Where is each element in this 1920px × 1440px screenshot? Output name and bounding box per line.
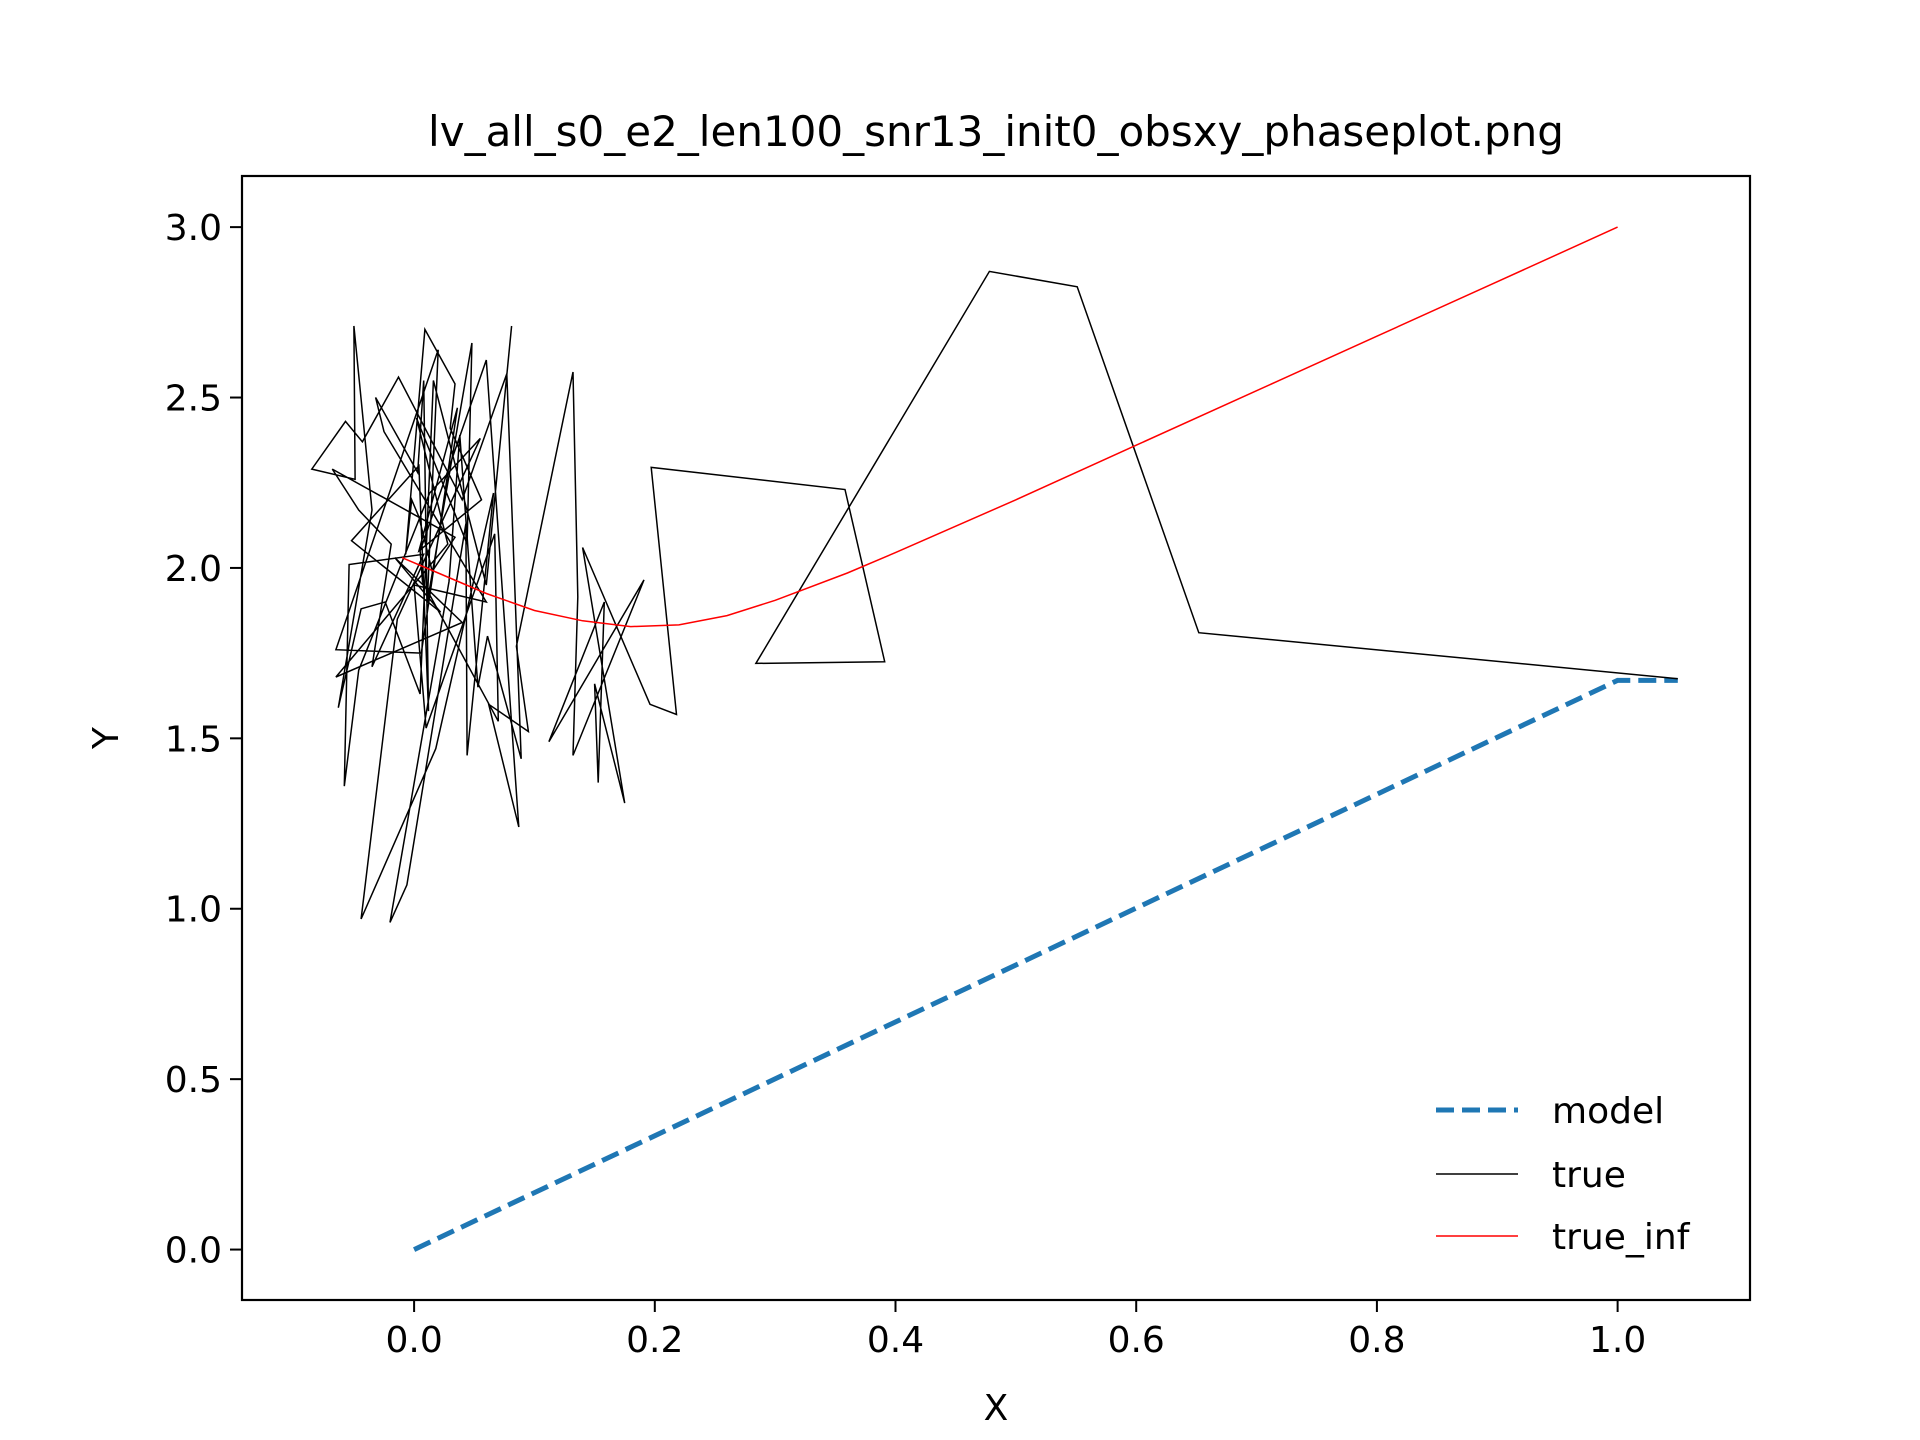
x-tick-label: 0.2	[626, 1320, 683, 1361]
series-line-true	[310, 270, 1678, 923]
legend-label-true-inf: true_inf	[1552, 1217, 1691, 1258]
ticks-layer: 0.0 0.2 0.4 0.6 0.8 1.0 0.0 0.5 1.0 1.5 2.0 2.5 3.0	[165, 208, 1647, 1361]
y-tick-label: 3.0	[165, 208, 222, 249]
x-tick-label: 0.6	[1108, 1320, 1165, 1361]
y-axis-label: Y	[86, 726, 127, 750]
series-layer	[310, 226, 1678, 1252]
series-line-true-inf	[401, 226, 1618, 628]
plot-frame	[240, 174, 1752, 1302]
legend-label-true: true	[1552, 1155, 1626, 1196]
x-tick-label: 0.0	[385, 1320, 442, 1361]
legend-label-model: model	[1552, 1091, 1664, 1132]
y-tick-label: 0.0	[165, 1231, 222, 1272]
series-line-model	[413, 677, 1678, 1252]
x-tick-label: 0.4	[867, 1320, 924, 1361]
y-tick-label: 0.5	[165, 1060, 222, 1101]
legend: model true true_inf	[1436, 1091, 1691, 1258]
y-tick-label: 2.5	[165, 379, 222, 420]
chart-title: lv_all_s0_e2_len100_snr13_init0_obsxy_ph…	[428, 107, 1564, 156]
x-tick-label: 0.8	[1348, 1320, 1405, 1361]
y-tick-label: 1.0	[165, 890, 222, 931]
x-axis-label: X	[984, 1388, 1009, 1429]
y-tick-label: 2.0	[165, 549, 222, 590]
y-tick-label: 1.5	[165, 719, 222, 760]
x-tick-label: 1.0	[1589, 1320, 1646, 1361]
